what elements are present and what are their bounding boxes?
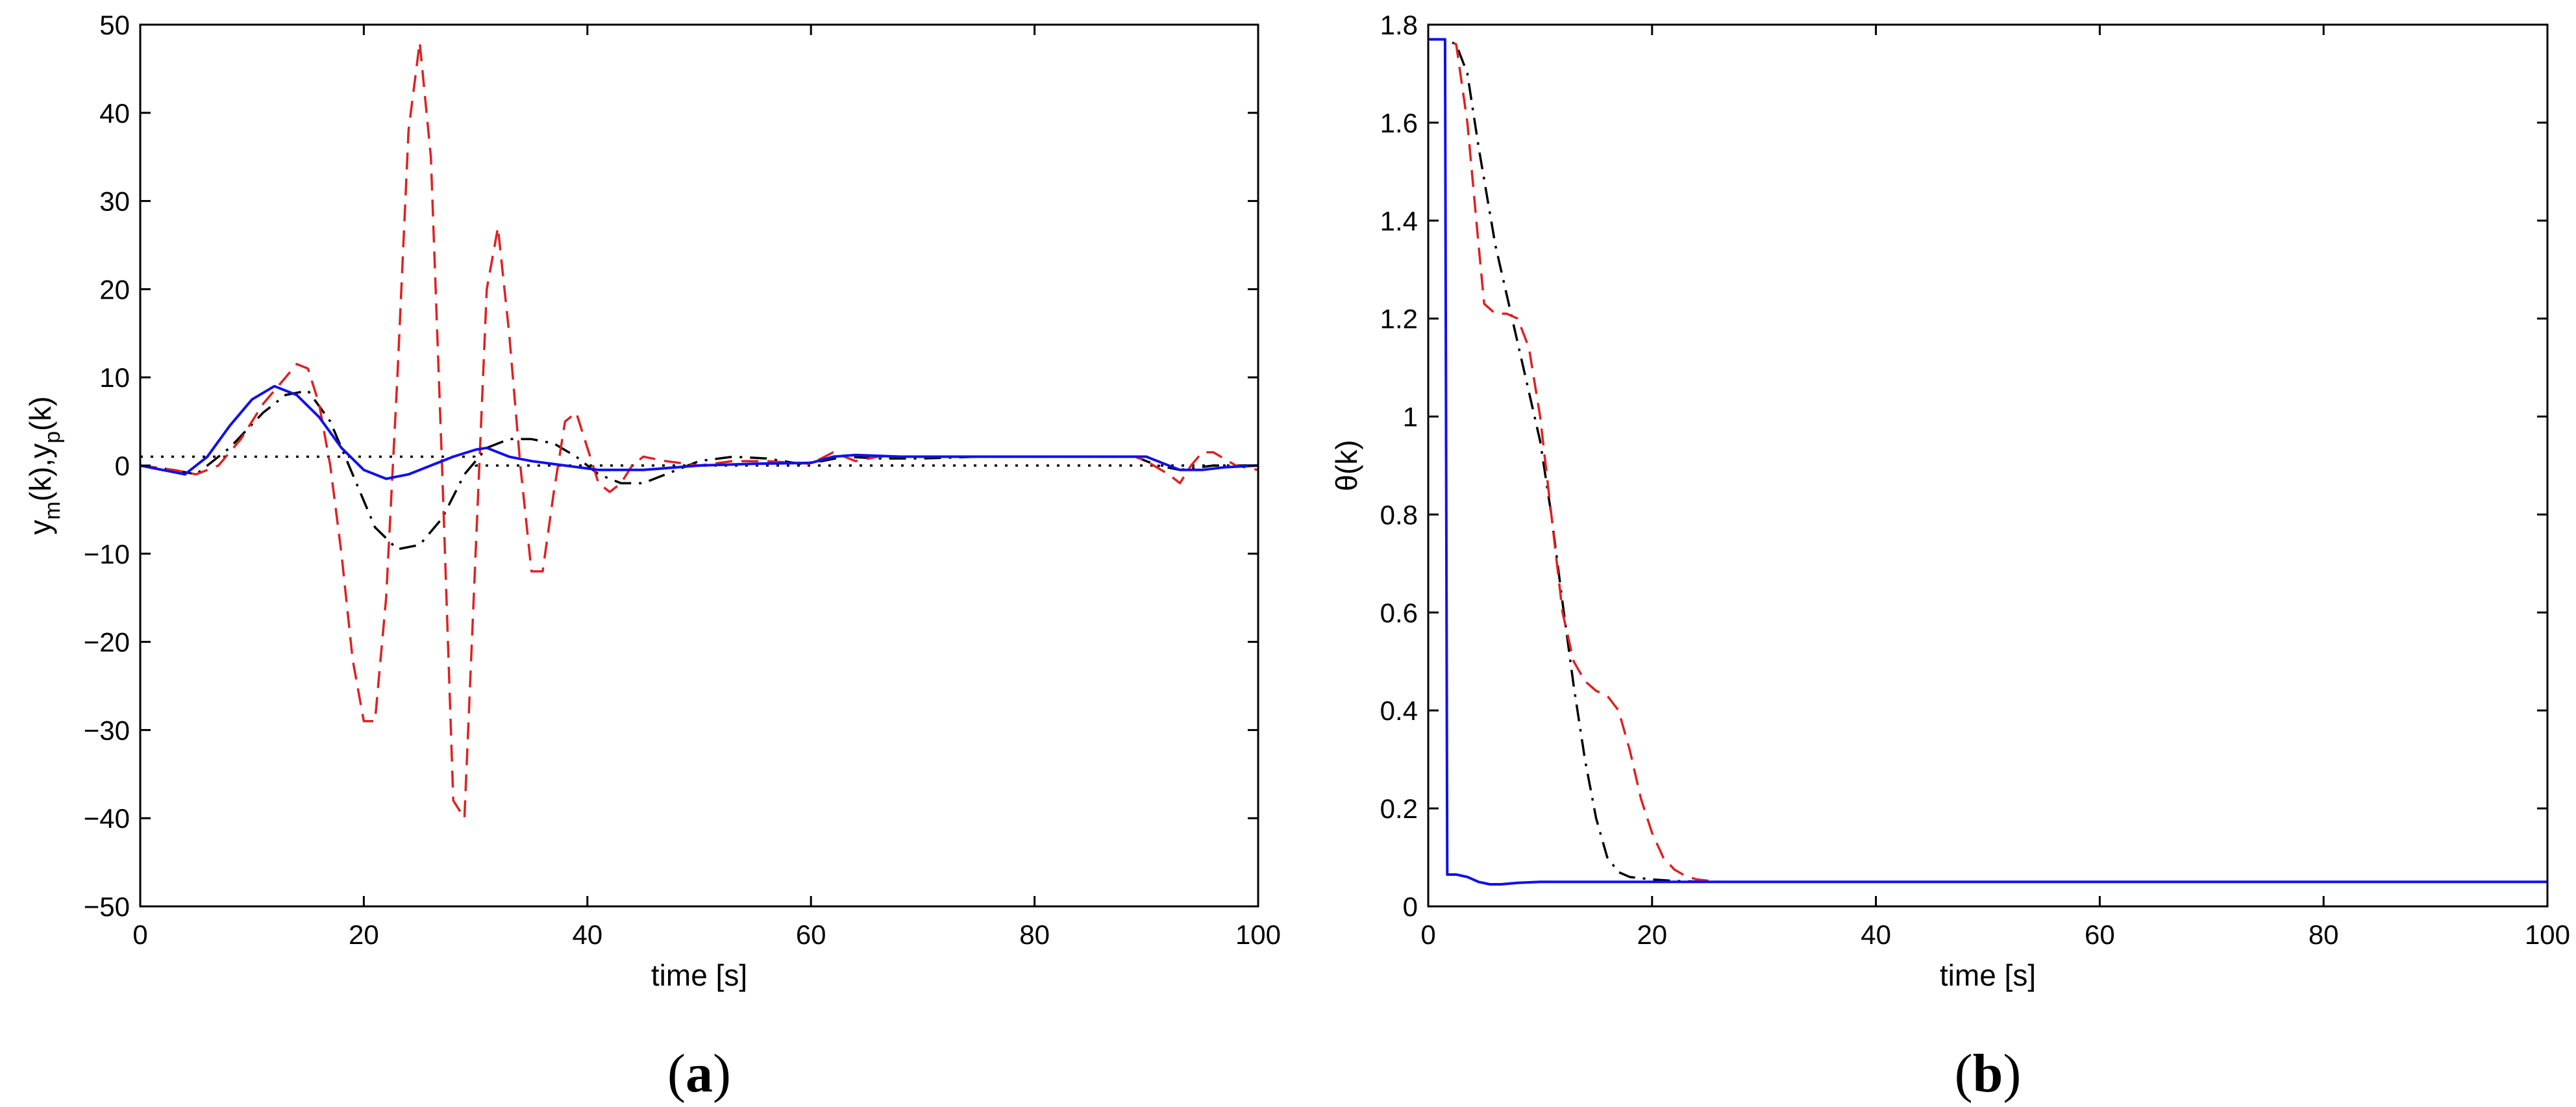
y-tick-label-a: 50 [99, 10, 130, 40]
x-tick-label-b: 40 [1861, 919, 1891, 950]
plot-area-a [140, 41, 1259, 819]
panel-label-b: (b) [1955, 1043, 2022, 1104]
y-tick-label-a: −50 [84, 891, 130, 922]
y-tick-label-a: 20 [99, 274, 130, 305]
plot-area-b [1428, 38, 2547, 886]
y-tick-label-a: 0 [115, 451, 130, 481]
y-axis-label-b: θ(k) [1330, 440, 1363, 491]
x-tick-label-a: 100 [1235, 919, 1281, 950]
y-tick-label-b: 1.8 [1380, 10, 1418, 40]
x-tick-label-b: 80 [2309, 919, 2339, 950]
y-tick-label-a: 40 [99, 98, 130, 129]
y-tick-label-a: −20 [84, 627, 130, 658]
y-tick-label-b: 0.4 [1380, 695, 1418, 726]
y-tick-label-a: −40 [84, 803, 130, 834]
x-axis-label-b: time [s] [1940, 958, 2036, 992]
x-tick-label-b: 0 [1420, 919, 1435, 950]
x-tick-label-a: 80 [1019, 919, 1050, 950]
x-tick-label-b: 60 [2085, 919, 2115, 950]
x-tick-label-b: 100 [2525, 919, 2570, 950]
panel-a: 0 20 40 60 80 100 −50 −40 −30 −20 −10 0 10 20 30 40 50 t… [23, 10, 1281, 1104]
series-line-a-3 [140, 384, 1259, 480]
axes-frame-b [1427, 23, 2549, 908]
ticks-b: 0 20 40 60 80 100 0 0.2 0.4 0.6 0.8 1 1.2 1.4 1.6 1.8 [1380, 10, 2570, 950]
panel-b: 0 20 40 60 80 100 0 0.2 0.4 0.6 0.8 1 1.2 1.4 1.6 1.8 t… [1330, 10, 2570, 1104]
y-tick-label-b: 1.4 [1380, 206, 1418, 236]
series-line-b-0 [1428, 38, 2547, 884]
y-tick-label-b: 0.8 [1380, 499, 1418, 530]
x-tick-label-a: 0 [132, 919, 147, 950]
series-line-b-1 [1428, 38, 2547, 884]
ticks-a: 0 20 40 60 80 100 −50 −40 −30 −20 −10 0 10 20 30 40 50 [84, 10, 1281, 950]
series-line-b-2 [1428, 38, 2547, 886]
y-tick-label-a: 10 [99, 362, 130, 393]
series-line-a-1 [140, 389, 1258, 551]
panel-label-a: (a) [667, 1043, 731, 1104]
y-tick-label-b: 0.2 [1380, 793, 1418, 824]
y-tick-label-b: 0 [1403, 891, 1418, 922]
x-tick-label-a: 60 [796, 919, 826, 950]
x-axis-label-a: time [s] [651, 958, 747, 992]
x-tick-label-b: 20 [1637, 919, 1667, 950]
x-tick-label-a: 40 [572, 919, 602, 950]
y-tick-label-a: −30 [84, 715, 130, 745]
x-tick-label-a: 20 [349, 919, 379, 950]
series-line-a-2 [140, 41, 1259, 819]
y-axis-label-a: ym(k),yp(k) [23, 396, 65, 534]
y-tick-label-a: −10 [84, 539, 130, 569]
y-tick-label-b: 0.6 [1380, 597, 1418, 628]
series-line-a-0 [140, 455, 1258, 467]
y-tick-label-a: 30 [99, 186, 130, 217]
y-tick-label-b: 1.2 [1380, 304, 1418, 334]
y-tick-label-b: 1 [1403, 402, 1418, 432]
y-tick-label-b: 1.6 [1380, 108, 1418, 138]
